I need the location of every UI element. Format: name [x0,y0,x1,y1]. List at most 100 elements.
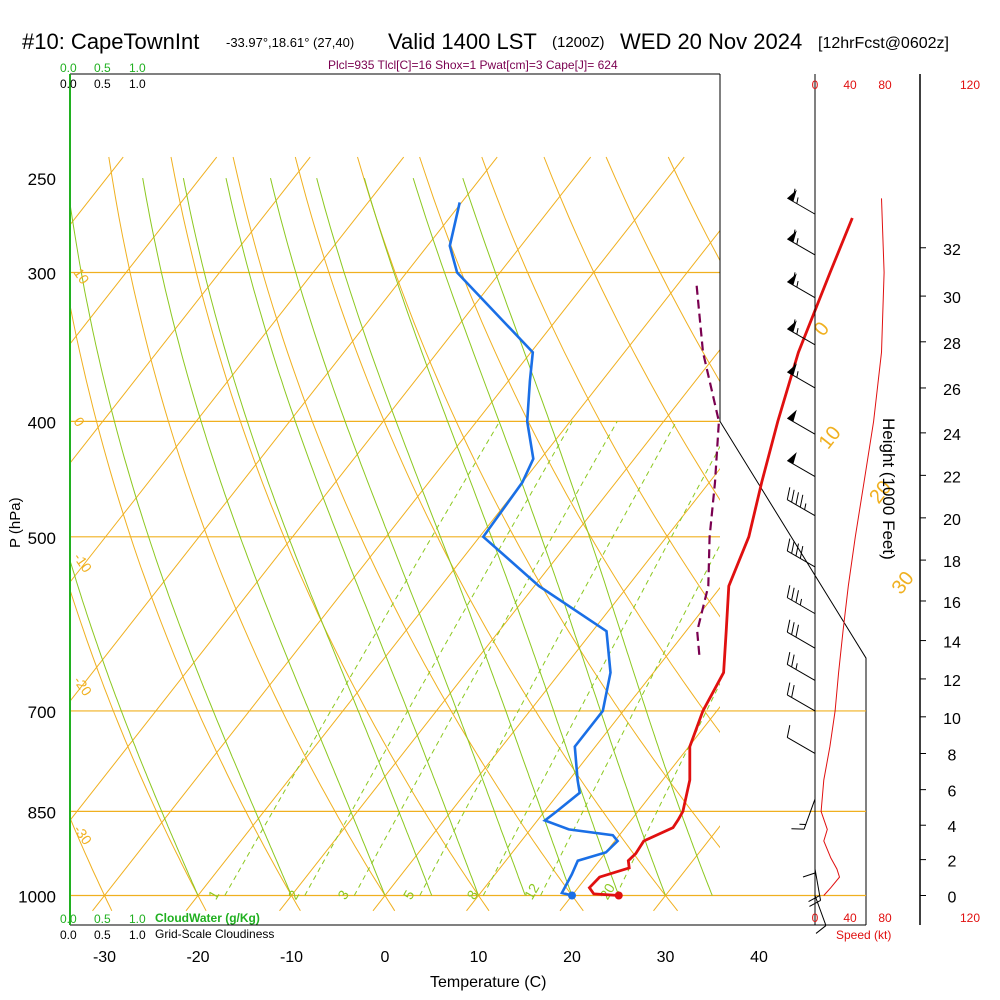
dry-adiabat-lines [70,156,1000,912]
dry-adiabat-line [108,156,396,912]
valid-time: Valid 1400 LST [388,29,537,54]
dry-adiabat-label: 0 [71,414,89,430]
wind-barb [787,452,816,477]
wind-barb [787,319,816,346]
pressure-tick-label: 250 [28,170,56,189]
cloudiness-tick: 1.0 [129,928,146,942]
cloud-water-label: CloudWater (g/Kg) [155,911,260,925]
dry-adiabat-label: 10 [71,265,93,287]
moist-adiabat-line [270,177,526,896]
dry-adiabat-line [70,816,113,912]
isotherm-line [372,467,720,912]
station-coords: -33.97°,18.61° (27,40) [226,35,354,50]
mixing-ratio-label: 3 [334,887,352,902]
mixing-ratio-line [353,421,618,896]
cloudiness-tick: 1.0 [129,77,146,91]
wind-barb [786,619,816,649]
y-axis-label: P (hPa) [7,497,24,548]
dry-adiabat-line [357,156,720,849]
wind-barb [808,868,822,907]
moist-adiabat-line [225,177,479,896]
isotherm-label: 0 [810,318,834,340]
moist-adiabat-line [363,177,620,896]
speed-axis-label: Speed (kt) [836,928,891,942]
height-tick-label: 12 [943,673,961,690]
cloud-water-tick: 0.0 [60,912,77,926]
mixing-ratio-lines: 1 2 3 5 8 12 20 [205,421,720,902]
isotherm-line [747,157,1000,911]
isotherm-line [559,706,720,912]
dry-adiabat-line [70,302,301,912]
speed-tick-top: 40 [843,78,857,92]
speed-tick-bottom: 40 [843,911,857,925]
wind-barb [787,229,816,256]
pressure-tick-label: 850 [28,803,56,822]
moist-adiabat-line [142,178,386,896]
height-tick-label: 24 [943,427,961,444]
isotherm-line [70,156,218,345]
moist-adiabat-line [412,177,666,896]
speed-tick-top: 0 [812,78,819,92]
wind-barb [786,724,816,754]
height-tick-label: 30 [943,290,961,307]
dewpoint-line [448,202,620,897]
pressure-tick-label: 500 [28,529,56,548]
height-tick-label: 6 [948,784,957,801]
valid-date: WED 20 Nov 2024 [620,29,802,54]
cloudiness-tick: 0.5 [94,928,111,942]
wind-barb [786,538,816,568]
speed-tick-bottom: 120 [960,911,980,925]
mixing-ratio-line [419,421,677,896]
wind-barb [814,895,827,934]
height-tick-label: 4 [948,819,957,836]
wind-barb [786,487,816,517]
mixing-ratio-label: 12 [521,880,543,902]
temperature-line [587,217,854,897]
station-title: #10: CapeTownInt [22,29,199,54]
height-tick-label: 2 [948,854,957,871]
height-tick-label: 20 [943,512,961,529]
stability-indices: Plcl=935 Tlcl[C]=16 Shox=1 Pwat[cm]=3 Ca… [328,58,618,72]
height-tick-label: 16 [943,595,961,612]
temperature-tick-label: -30 [93,949,116,966]
temperature-tick-label: 30 [657,949,675,966]
isotherm-line [934,157,1000,911]
moist-adiabat-line [316,177,573,896]
dry-adiabat-line [855,157,1000,911]
wind-panel: 0040408080120120024681012141618202224262… [720,74,980,934]
utc-time: (1200Z) [552,34,605,51]
wind-barb [787,362,816,389]
cloud-water-axis-top: 0.0 0.5 1.0 0.0 0.5 1.0 [60,61,146,91]
height-tick-label: 0 [948,890,957,907]
height-tick-label: 18 [943,554,961,571]
height-tick-label: 14 [943,635,961,652]
wind-barb [791,798,816,830]
height-axis-label: Height (1000 Feet) [879,418,898,560]
dry-adiabat-line [294,156,678,912]
cloud-water-axis-bottom: 0.0 0.5 1.0 CloudWater (g/Kg) 0.0 0.5 1.… [60,911,274,942]
pressure-tick-label: 1000 [18,888,56,907]
wind-barb [787,409,816,435]
temperature-tick-label: -20 [186,949,209,966]
isotherm-line [70,156,592,822]
moist-adiabat-line [70,199,292,896]
isotherm-line [70,156,311,464]
dry-adiabat-line [979,157,1000,911]
speed-tick-top: 80 [878,78,892,92]
parcel-ascent-line [695,280,721,655]
wind-barb [802,840,816,878]
wind-barb [786,651,816,681]
isotherm-label: 30 [888,567,919,598]
temperature-tick-label: 20 [563,949,581,966]
isotherm-line [185,229,720,912]
cloud-water-tick: 0.0 [60,61,77,75]
dry-adiabat-line [543,156,720,501]
temperature-tick-label: -10 [280,949,303,966]
wind-speed-line [820,198,885,896]
dry-adiabat-label: -10 [71,550,96,576]
pressure-tick-label: 300 [28,264,56,283]
speed-tick-bottom: 80 [878,911,892,925]
height-tick-label: 8 [948,747,957,764]
dry-adiabat-line [70,588,207,912]
